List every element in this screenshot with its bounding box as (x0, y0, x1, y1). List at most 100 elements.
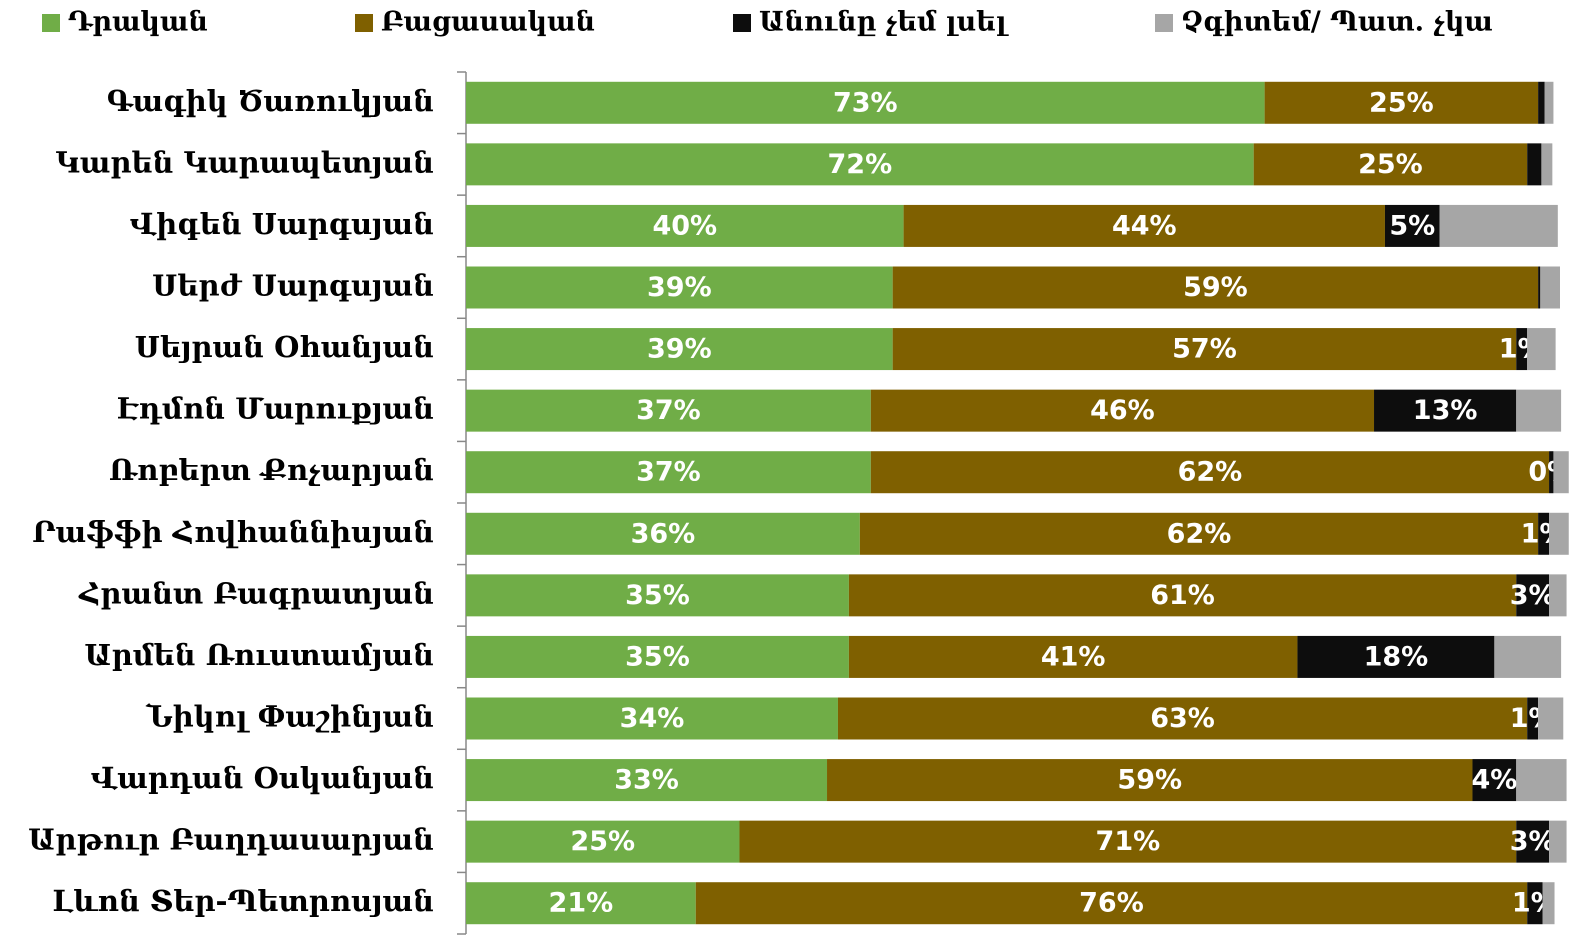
bar-segment (466, 81, 1265, 124)
bar-segment (1549, 574, 1567, 617)
bar-segment (1538, 697, 1564, 740)
legend-swatch (1155, 14, 1173, 32)
bar-segment (1264, 81, 1539, 124)
value-label: 39% (647, 334, 712, 365)
value-label: 73% (833, 87, 898, 118)
category-label: Գագիկ Ծառուկյան (107, 84, 434, 118)
legend-swatch (42, 14, 60, 32)
bar-segment (848, 574, 1517, 617)
value-label: 59% (1117, 765, 1182, 796)
bar-segment (827, 759, 1473, 802)
bar-segment (1542, 882, 1555, 925)
bar-segment (1516, 759, 1567, 802)
bar-segment (1439, 204, 1558, 247)
bar-segment (466, 451, 871, 494)
value-label: 72% (828, 149, 893, 180)
bar-segment (695, 882, 1528, 925)
value-label: 34% (620, 703, 685, 734)
category-label: Լևոն Տեր-Պետրոսյան (52, 884, 434, 918)
category-label: Սերժ Սարգսյան (152, 269, 434, 303)
bar-segment (1549, 512, 1569, 555)
category-label: Արմեն Ռուստամյան (84, 638, 434, 672)
bar-segment (1549, 820, 1567, 863)
bar-segment (466, 389, 871, 432)
value-label: 46% (1090, 395, 1155, 426)
value-label: 61% (1150, 580, 1215, 611)
bar-segment (1297, 635, 1495, 678)
bar-segment (1494, 635, 1562, 678)
bar-segment (859, 512, 1539, 555)
category-label: Էդմոն Մարուքյան (117, 392, 434, 426)
legend-label: Չգիտեմ/ Պատ. չկա (1181, 7, 1493, 38)
bar-segment (1527, 328, 1556, 371)
value-label: 37% (636, 395, 701, 426)
value-label: 40% (652, 210, 717, 241)
bar-segment (1538, 81, 1545, 124)
bar-segment (466, 204, 904, 247)
category-label: Արթուր Բաղդասարյան (28, 823, 434, 857)
bar-segment (870, 389, 1375, 432)
bar-segment (739, 820, 1517, 863)
bar-segment (466, 574, 849, 617)
value-label: 41% (1041, 641, 1106, 672)
bar-segment (466, 635, 849, 678)
category-label: Կարեն Կարապետյան (56, 145, 435, 179)
legend-label: Անունը չեմ լսել (759, 7, 1009, 38)
value-label: 4% (1471, 765, 1517, 796)
bar-segment (1516, 820, 1550, 863)
value-label: 36% (631, 518, 696, 549)
bar-segment (1538, 266, 1541, 309)
bar-segment (1516, 389, 1562, 432)
value-label: 39% (647, 272, 712, 303)
value-label: 3% (1510, 826, 1556, 857)
value-label: 21% (549, 888, 614, 919)
bar-segment (466, 697, 838, 740)
value-label: 62% (1178, 457, 1243, 488)
value-label: 35% (625, 580, 690, 611)
bar-segment (1544, 81, 1554, 124)
value-label: 35% (625, 641, 690, 672)
bar-segment (848, 635, 1298, 678)
bar-segment (1527, 697, 1539, 740)
category-label: Վարդան Օսկանյան (91, 761, 434, 795)
bar-segment (1516, 328, 1528, 371)
bar-segment (1527, 882, 1543, 925)
value-label: 3% (1510, 580, 1556, 611)
bar-segment (466, 512, 860, 555)
bar-segment (466, 143, 1254, 186)
bar-segment (466, 759, 828, 802)
value-label: 76% (1079, 888, 1144, 919)
value-label: 5% (1389, 210, 1435, 241)
value-label: 57% (1172, 334, 1237, 365)
value-label: 44% (1112, 210, 1177, 241)
bar-segment (1253, 143, 1528, 186)
bar-segment (1384, 204, 1440, 247)
value-label: 25% (570, 826, 635, 857)
bar-segment (1472, 759, 1517, 802)
bar-segment (466, 820, 740, 863)
legend-label: Դրական (68, 7, 208, 38)
legend-swatch (733, 14, 751, 32)
bar-segment (837, 697, 1528, 740)
category-label: Նիկոլ Փաշինյան (145, 700, 434, 734)
bar-segment (1540, 266, 1560, 309)
bar-segment (892, 328, 1517, 371)
bar-segment (466, 266, 893, 309)
category-label: Րաֆֆի Հովհաննիսյան (32, 515, 434, 549)
value-label: 37% (636, 457, 701, 488)
legend-label: Բացասական (381, 7, 595, 38)
value-label: 18% (1364, 641, 1429, 672)
bar-segment (1553, 451, 1569, 494)
legend-swatch (355, 14, 373, 32)
bar-segment (466, 882, 696, 925)
category-label: Հրանտ Բագրատյան (78, 576, 434, 610)
category-label: Սեյրան Օհանյան (135, 330, 434, 364)
bar-segment (1374, 389, 1517, 432)
value-label: 33% (614, 765, 679, 796)
bar-segment (870, 451, 1550, 494)
value-label: 13% (1413, 395, 1478, 426)
bar-segment (903, 204, 1385, 247)
category-label: Վիգեն Սարգսյան (130, 207, 434, 241)
bar-segment (892, 266, 1539, 309)
